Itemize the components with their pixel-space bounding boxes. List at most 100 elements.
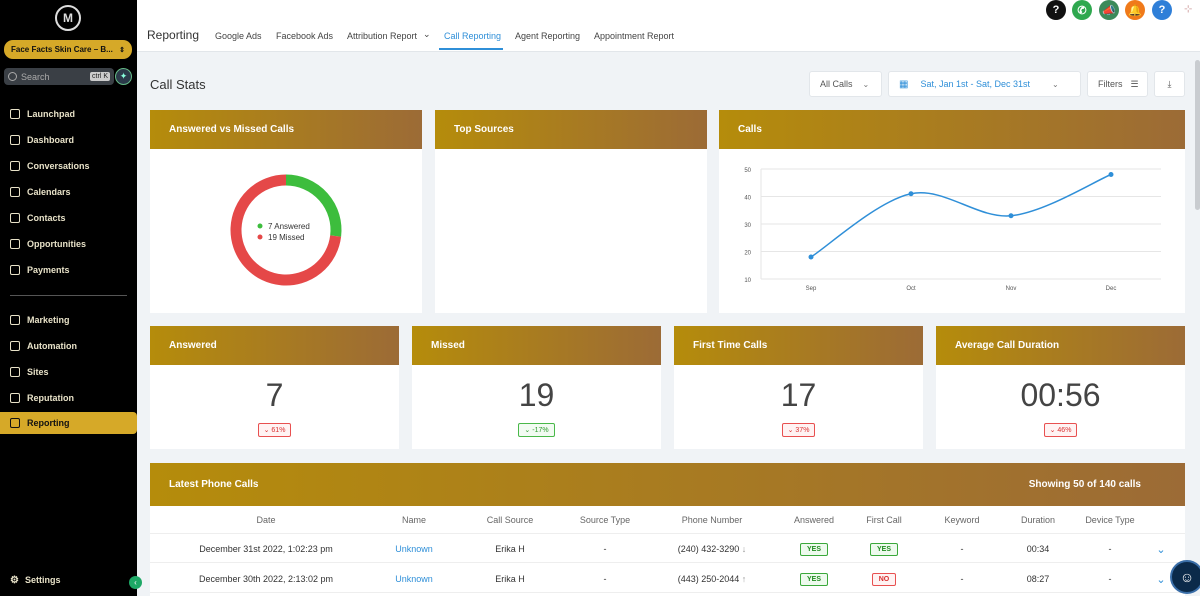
tab-call-reporting[interactable]: Call Reporting: [444, 31, 502, 41]
call-duration: 08:27: [1026, 574, 1050, 584]
table-cell-answered: YES: [739, 535, 889, 563]
question-icon[interactable]: ?: [1152, 0, 1172, 20]
sidebar-item-label: Opportunities: [27, 239, 86, 249]
data-point[interactable]: [908, 191, 914, 197]
table-cell-duration: 08:27: [963, 565, 1113, 593]
donut-slice-answered[interactable]: [285, 174, 342, 237]
search-icon: [8, 72, 17, 81]
sidebar-item-launchpad[interactable]: Launchpad: [0, 103, 137, 125]
chart-icon: [10, 418, 20, 428]
sidebar-item-reputation[interactable]: Reputation: [0, 387, 137, 409]
contact-name-link[interactable]: Unknown: [395, 574, 433, 584]
sidebar-item-automation[interactable]: Automation: [0, 335, 137, 357]
sites-icon: [10, 367, 20, 377]
sidebar-item-reporting[interactable]: Reporting: [0, 412, 137, 434]
phone-number: (240) 432-3290: [677, 544, 740, 554]
sidebar-item-conversations[interactable]: Conversations: [0, 155, 137, 177]
search-input[interactable]: Search: [21, 71, 50, 82]
change-badge: ⌄ 61%: [257, 423, 292, 437]
account-name: Face Facts Skin Care – B...: [11, 45, 113, 54]
legend-answered: 7 Answered: [268, 222, 310, 231]
donut-slice-missed[interactable]: [230, 174, 342, 286]
sidebar-item-dashboard[interactable]: Dashboard: [0, 129, 137, 151]
data-point[interactable]: [1108, 172, 1114, 177]
account-switcher[interactable]: Face Facts Skin Care – B... ⇕: [4, 40, 132, 59]
table-cell-answered: YES: [739, 565, 889, 593]
sidebar-item-label: Contacts: [27, 213, 66, 223]
sidebar-item-label: Settings: [24, 575, 61, 585]
table-row[interactable]: December 30th 2022, 2:13:02 pm Unknown Eri…: [150, 565, 1185, 593]
sidebar: M Face Facts Skin Care – B... ⇕ Search c…: [0, 0, 142, 596]
date-range-picker[interactable]: ▦ Sat, Jan 1st - Sat, Dec 31st ⌄: [888, 71, 1081, 97]
column-header[interactable]: Duration: [1020, 515, 1056, 525]
data-point[interactable]: [808, 254, 814, 260]
showing-number: 50: [1073, 479, 1085, 490]
megaphone-icon[interactable]: 📣: [1099, 0, 1119, 20]
first-call-badge: YES: [869, 542, 898, 556]
phone-icon[interactable]: ✆: [1072, 0, 1092, 20]
expand-row-chevron-icon[interactable]: ⌄: [1156, 543, 1166, 556]
source-type: -: [603, 574, 607, 584]
filters-label: Filters: [1098, 79, 1123, 89]
card-title: First Time Calls: [674, 326, 923, 365]
tab-agent-reporting[interactable]: Agent Reporting: [515, 31, 581, 41]
tab-google-ads[interactable]: Google Ads: [215, 31, 262, 41]
page-scrollbar[interactable]: [1195, 60, 1200, 210]
sidebar-item-sites[interactable]: Sites: [0, 361, 137, 383]
legend-dot-answered: [257, 223, 263, 229]
table-row[interactable]: December 31st 2022, 1:02:23 pm Unknown Eri…: [150, 535, 1185, 563]
column-header[interactable]: Source Type: [579, 515, 631, 525]
change-badge: ⌄ -17%: [518, 423, 555, 437]
trend-down-icon: ⌄: [787, 427, 794, 434]
collapse-sidebar-icon[interactable]: ‹: [129, 576, 142, 589]
sidebar-item-calendars[interactable]: Calendars: [0, 181, 137, 203]
tab-facebook-ads[interactable]: Facebook Ads: [276, 31, 334, 41]
quick-action-icon[interactable]: ✦: [115, 68, 132, 85]
table-cell-source: Erika H: [435, 535, 585, 563]
column-header[interactable]: Device Type: [1085, 515, 1135, 525]
data-point[interactable]: [1008, 213, 1014, 219]
chat-widget-icon[interactable]: ☺: [1170, 560, 1200, 594]
sidebar-item-settings[interactable]: ⚙ Settings: [0, 569, 137, 591]
sidebar-item-contacts[interactable]: Contacts: [0, 207, 137, 229]
table-cell-name: Unknown: [339, 535, 489, 563]
sidebar-item-marketing[interactable]: Marketing: [0, 309, 137, 331]
filters-button[interactable]: Filters ☰: [1087, 71, 1148, 97]
column-header[interactable]: Answered: [793, 515, 835, 525]
expand-row-chevron-icon[interactable]: ⌄: [1156, 573, 1166, 586]
column-header[interactable]: Phone Number: [681, 515, 743, 525]
sidebar-item-opportunities[interactable]: Opportunities: [0, 233, 137, 255]
contact-name-link[interactable]: Unknown: [395, 544, 433, 554]
column-header[interactable]: Name: [401, 515, 426, 525]
brand-logo[interactable]: M: [55, 5, 81, 31]
top-sources-card: Top Sources: [435, 110, 707, 313]
showing-total: 140: [1099, 479, 1116, 490]
bell-icon[interactable]: 🔔: [1125, 0, 1145, 20]
help-icon[interactable]: ?: [1046, 0, 1066, 20]
chevron-down-icon: ⌄: [1052, 79, 1059, 89]
column-header[interactable]: Call Source: [486, 515, 534, 525]
card-title: Answered: [150, 326, 399, 365]
sidebar-item-payments[interactable]: Payments: [0, 259, 137, 281]
call-filter-dropdown[interactable]: All Calls ⌄: [809, 71, 882, 97]
answered-badge: YES: [799, 542, 828, 556]
sidebar-item-label: Reputation: [27, 393, 74, 403]
table-cell-keyword: -: [887, 565, 1037, 593]
calls-line-chart: 10 20 30 40 50 Sep Oct Nov Dec: [744, 168, 1161, 292]
column-header[interactable]: Date: [256, 515, 276, 525]
column-header[interactable]: First Call: [866, 515, 902, 525]
sidebar-item-label: Dashboard: [27, 135, 75, 145]
showing-prefix: Showing: [1028, 479, 1074, 490]
stat-card-first-time-calls: First Time Calls 17 ⌄ 37%: [674, 326, 923, 449]
search-box[interactable]: Search ctrl K: [4, 68, 114, 85]
trend-down-icon: ⌄: [524, 427, 531, 434]
tab-attribution-report[interactable]: Attribution Report: [347, 31, 418, 41]
showing-mid: of: [1084, 479, 1100, 490]
y-tick-label: 40: [744, 196, 751, 202]
answered-badge: YES: [799, 572, 828, 586]
star-icon: [10, 393, 20, 403]
download-button[interactable]: ⤓: [1154, 71, 1185, 97]
settings-sparkle-icon[interactable]: ⊹: [1184, 4, 1193, 15]
tab-appointment-report[interactable]: Appointment Report: [594, 31, 675, 41]
column-header[interactable]: Keyword: [944, 515, 980, 525]
